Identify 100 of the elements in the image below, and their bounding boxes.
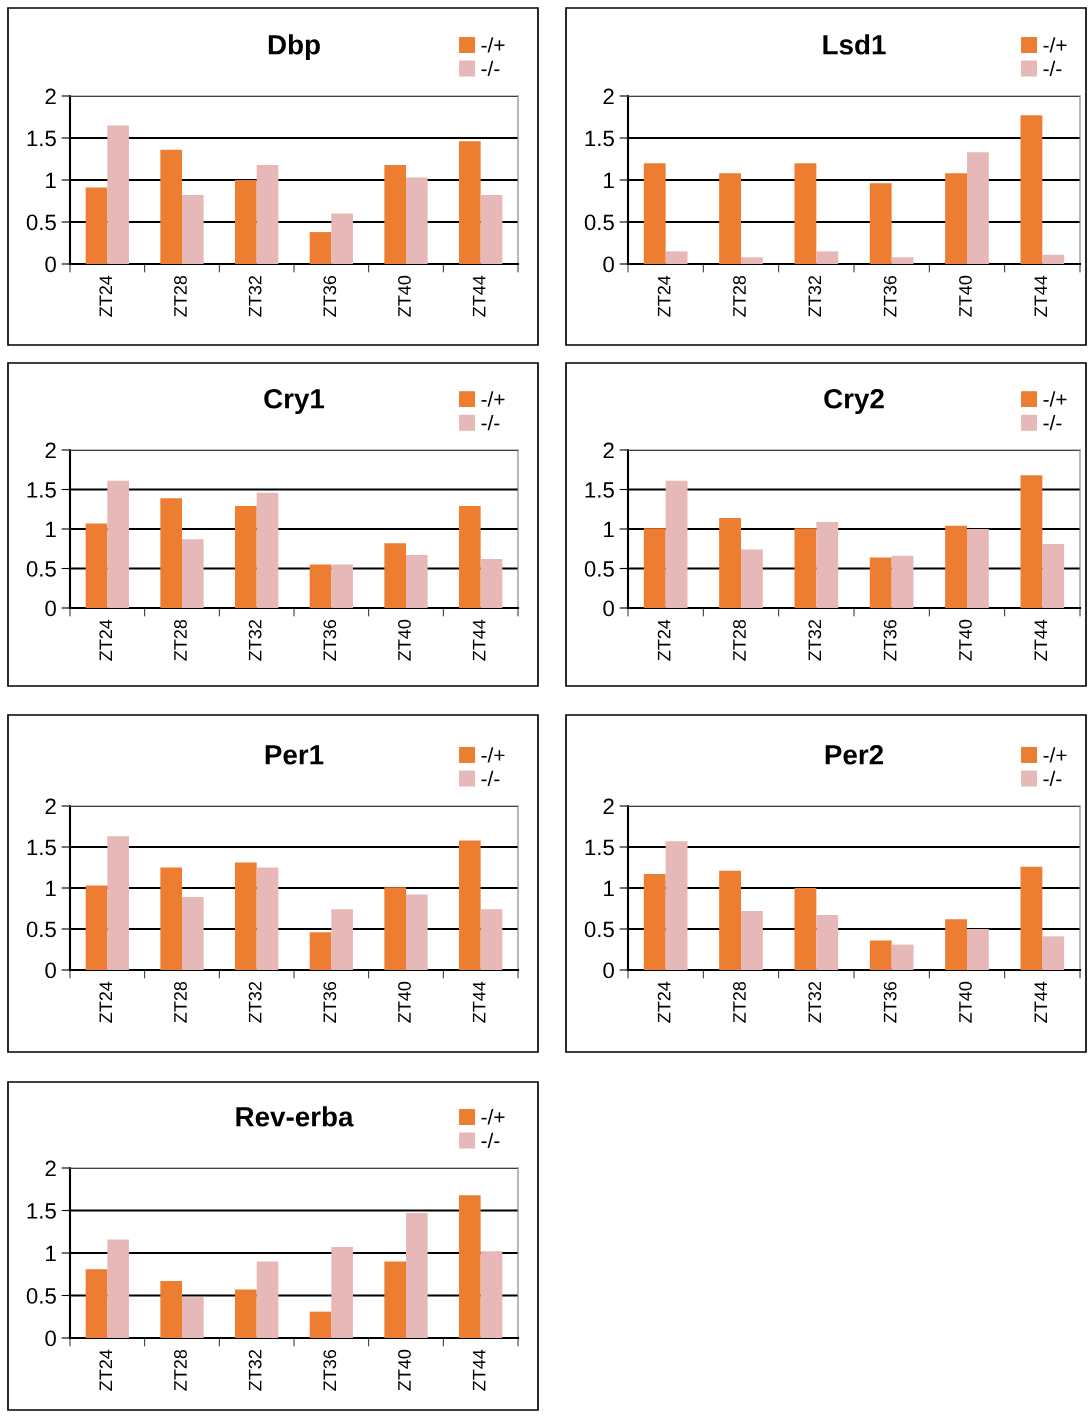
chart-title: Per1 [265,745,324,765]
bar [741,910,763,970]
x-tick-label: ZT36 [323,1349,337,1391]
bar [816,521,839,608]
x-tick-label: ZT24 [99,981,112,1023]
bar [85,523,108,608]
y-tick-label: 0.5 [584,214,614,231]
x-tick-label: ZT28 [733,275,746,317]
y-tick-label: 1.5 [585,130,614,147]
bar [719,173,741,264]
x-tick-label: ZT32 [248,620,262,661]
x-tick-label: ZT36 [883,619,897,661]
y-tick-label: 1.5 [27,130,56,147]
y-tick-label: 1.5 [585,839,614,856]
bar [816,915,839,970]
y-tick-label: 0.5 [26,921,56,938]
legend-label: -/- [1043,770,1062,787]
y-tick-label: 2 [603,88,614,105]
bar [107,480,129,608]
x-tick-label: ZT24 [657,275,671,317]
x-tick-label: ZT32 [248,1350,262,1391]
bar [643,163,666,264]
bar [331,213,353,264]
bar [719,517,741,608]
bar [945,919,967,970]
x-tick-label: ZT32 [808,620,822,661]
y-tick-label: 2 [45,442,56,459]
legend-label: -/- [481,60,500,77]
bar [235,180,257,264]
x-tick-label: ZT44 [472,981,486,1023]
legend-label: -/- [481,414,500,431]
bar [182,195,204,264]
bar [406,177,428,264]
y-tick-label: 0 [45,256,56,273]
chart-title: Per2 [825,744,884,765]
bar [459,1195,481,1338]
y-tick-label: 1 [604,172,614,189]
bar [794,163,817,264]
x-tick-label: ZT36 [883,275,897,317]
y-tick-label: 1 [46,1245,56,1262]
bar [967,929,989,970]
bar [816,251,839,264]
legend-label: -/- [1043,414,1062,431]
x-tick-label: ZT36 [323,619,337,661]
bar [384,164,406,264]
bar [85,1269,108,1338]
x-tick-label: ZT28 [174,275,187,317]
y-tick-label: 0 [45,1330,56,1347]
x-tick-label: ZT24 [657,619,671,661]
bar [665,841,688,970]
x-tick-label: ZT40 [398,619,411,661]
x-tick-label: ZT32 [808,276,822,317]
y-tick-label: 0.5 [584,561,614,577]
y-tick-label: 1.5 [585,482,614,498]
bar [384,887,406,970]
x-tick-label: ZT28 [733,619,746,661]
chart-title: Dbp [268,34,320,61]
bar [182,897,204,970]
y-tick-label: 2 [45,88,56,105]
y-tick-label: 1 [604,880,614,897]
bar [459,506,481,608]
legend-label: -/- [1043,60,1062,77]
bar [406,1213,428,1338]
y-tick-label: 2 [45,1160,56,1177]
bar [107,125,129,264]
x-tick-label: ZT24 [99,619,112,661]
bar [1020,475,1043,608]
y-tick-label: 0.5 [26,214,56,231]
bar [480,195,503,264]
bar [235,1289,257,1338]
bar [480,1251,503,1338]
y-tick-label: 2 [45,798,56,815]
bar [967,152,989,264]
x-tick-label: ZT32 [248,982,262,1023]
bar [384,543,406,608]
bar [160,867,182,970]
chart-title: Rev-erba [236,1106,354,1127]
bar [1042,544,1065,608]
bar [794,528,817,608]
bar [309,1311,332,1338]
bar [643,874,666,970]
bar [235,862,257,970]
bar [406,894,428,970]
bar [331,909,353,970]
y-tick-label: 0 [603,962,614,979]
y-tick-label: 2 [603,798,614,815]
x-tick-label: ZT40 [398,275,411,317]
bar [256,1261,279,1338]
bar [480,559,503,608]
x-tick-label: ZT28 [733,981,746,1023]
bar [256,492,279,608]
bar [256,164,279,264]
y-tick-label: 1.5 [27,839,56,856]
bar [182,1297,204,1338]
y-tick-label: 0 [45,600,56,617]
bar [384,1261,406,1338]
bar [331,564,353,608]
x-tick-label: ZT32 [808,982,822,1023]
y-tick-label: 0 [603,600,614,617]
legend-label: -/+ [1043,37,1067,53]
